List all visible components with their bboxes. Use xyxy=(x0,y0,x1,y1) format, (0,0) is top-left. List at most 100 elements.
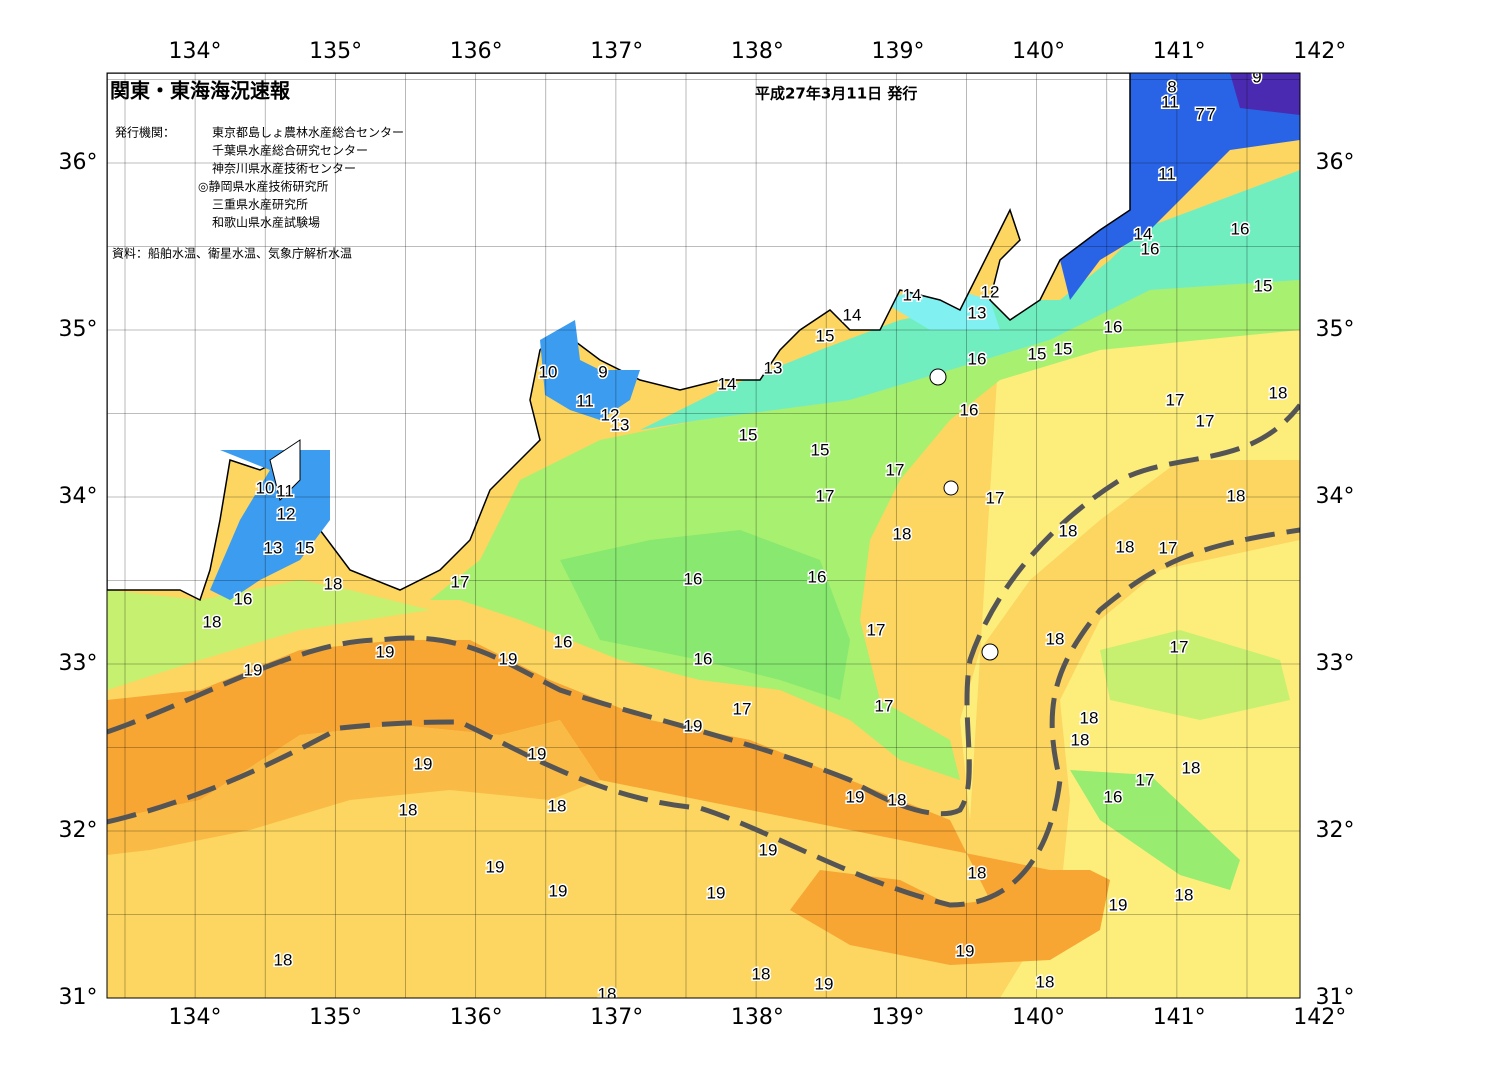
lat-label: 36° xyxy=(59,150,98,175)
contour-label: 10 xyxy=(539,362,558,381)
contour-label: 16 xyxy=(968,349,987,368)
lat-label: 36° xyxy=(1316,150,1355,175)
contour-label: 18 xyxy=(1046,629,1065,648)
contour-label: 19 xyxy=(549,881,568,900)
lat-label: 34° xyxy=(1316,484,1355,509)
lon-label: 140° xyxy=(1012,39,1065,64)
contour-label: 18 xyxy=(1227,486,1246,505)
contour-label: 17 xyxy=(1196,411,1215,430)
contour-label: 12 xyxy=(981,282,1000,301)
lat-label: 32° xyxy=(59,818,98,843)
lon-label: 142° xyxy=(1293,1005,1346,1030)
contour-label: 17 xyxy=(1166,390,1185,409)
lon-label: 134° xyxy=(169,39,222,64)
contour-label: 18 xyxy=(324,574,343,593)
contour-label: 13 xyxy=(764,358,783,377)
contour-label: 19 xyxy=(759,840,778,859)
kuroshio-axis xyxy=(107,403,1300,908)
lon-label: 141° xyxy=(1153,39,1206,64)
contour-label: 15 xyxy=(816,326,835,345)
contour-label: 17 xyxy=(1159,538,1178,557)
contour-label: 17 xyxy=(986,488,1005,507)
cold-core xyxy=(1230,73,1300,115)
contour-label: 19 xyxy=(499,649,518,668)
cool-zone-east xyxy=(1070,770,1240,890)
contour-label: 15 xyxy=(1254,276,1273,295)
lat-label: 32° xyxy=(1316,818,1355,843)
contour-label: 13 xyxy=(264,538,283,557)
cool-zone-14 xyxy=(880,285,1000,330)
lon-label: 137° xyxy=(590,39,643,64)
ise-bay xyxy=(540,320,640,420)
contour-label: 11 xyxy=(276,481,294,500)
contour-label: 18 xyxy=(1116,537,1135,556)
contour-label: 17 xyxy=(1136,770,1155,789)
lat-label: 34° xyxy=(59,484,98,509)
contour-label: 16 xyxy=(234,589,253,608)
contour-label: 17 xyxy=(733,699,752,718)
contour-label: 8 xyxy=(1167,77,1176,96)
lat-label: 35° xyxy=(59,317,98,342)
contour-label: 15 xyxy=(296,538,315,557)
contour-label: 11 xyxy=(1161,92,1179,111)
contour-label: 7 xyxy=(1206,104,1215,123)
contour-label: 11 xyxy=(576,391,594,410)
contour-label: 17 xyxy=(875,696,894,715)
issuer: ◎静岡県水産技術研究所 xyxy=(198,179,328,194)
contour-label: 18 xyxy=(1071,730,1090,749)
contour-label: 18 xyxy=(598,984,617,1003)
contour-label: 18 xyxy=(1059,521,1078,540)
contour-label: 17 xyxy=(886,460,905,479)
lon-label: 139° xyxy=(872,1005,925,1030)
issuer: 和歌山県水産試験場 xyxy=(212,215,320,230)
contour-label: 16 xyxy=(1231,219,1250,238)
contour-label: 17 xyxy=(1170,637,1189,656)
contour-label: 18 xyxy=(1175,885,1194,904)
grid xyxy=(107,73,1300,998)
contour-label: 19 xyxy=(684,716,703,735)
contour-label: 19 xyxy=(846,787,865,806)
awaji-island xyxy=(269,439,301,501)
lat-label: 31° xyxy=(1316,985,1355,1010)
lon-label: 139° xyxy=(872,39,925,64)
warm-zone-19 xyxy=(107,640,1110,965)
contour-label: 16 xyxy=(694,649,713,668)
lat-label: 35° xyxy=(1316,317,1355,342)
contour-label: 19 xyxy=(956,941,975,960)
contour-label: 19 xyxy=(244,660,263,679)
lon-label: 135° xyxy=(309,39,362,64)
contour-label: 13 xyxy=(968,303,987,322)
lon-label: 134° xyxy=(169,1005,222,1030)
lon-label: 137° xyxy=(590,1005,643,1030)
lon-label: 136° xyxy=(450,1005,503,1030)
island xyxy=(943,480,959,496)
contour-label: 18 xyxy=(1269,383,1288,402)
cool-zone-17 xyxy=(107,580,430,690)
lon-label: 141° xyxy=(1153,1005,1206,1030)
contour-label: 18 xyxy=(893,524,912,543)
contour-label: 17 xyxy=(816,486,835,505)
lon-label: 140° xyxy=(1012,1005,1065,1030)
contour-label: 18 xyxy=(752,964,771,983)
contour-label: 14 xyxy=(1134,224,1153,243)
contour-label: 18 xyxy=(1036,972,1055,991)
issuer: 東京都島しょ農林水産総合センター xyxy=(212,125,404,140)
warm-zone-18 xyxy=(107,720,600,855)
contour-label: 16 xyxy=(960,400,979,419)
contour-label: 7 xyxy=(1195,104,1204,123)
title: 関東・東海海況速報 xyxy=(110,79,291,103)
contour-label: 18 xyxy=(548,796,567,815)
island xyxy=(981,643,999,661)
contour-label: 15 xyxy=(1028,344,1047,363)
issuer: 神奈川県水産技術センター xyxy=(212,161,356,176)
contour-label: 16 xyxy=(1104,317,1123,336)
issue-date: 平成27年3月11日 発行 xyxy=(755,85,917,103)
lon-label: 135° xyxy=(309,1005,362,1030)
cool-zone-coast xyxy=(430,280,1300,780)
cold-zone xyxy=(1060,73,1300,300)
contour-label: 17 xyxy=(867,620,886,639)
contour-label: 19 xyxy=(376,642,395,661)
contour-label: 14 xyxy=(903,285,922,304)
